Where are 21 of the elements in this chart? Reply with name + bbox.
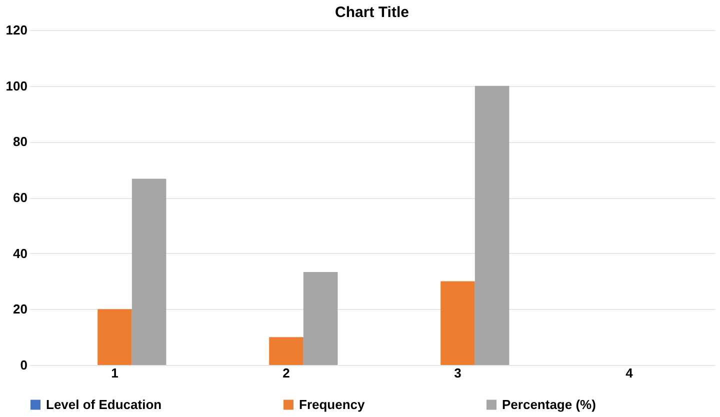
x-tick-label: 4 <box>626 366 634 380</box>
y-tick-label: 60 <box>13 190 28 205</box>
x-tick-label: 2 <box>282 366 290 380</box>
legend-label: Percentage (%) <box>502 396 596 412</box>
bar <box>474 86 510 365</box>
chart-title: Chart Title <box>335 4 409 21</box>
bar <box>440 281 475 365</box>
y-tick-label: 20 <box>13 302 28 317</box>
bar <box>132 178 166 365</box>
y-tick-label: 40 <box>13 246 28 261</box>
y-tick-label: 0 <box>20 358 28 372</box>
bar <box>303 272 338 365</box>
bar <box>269 337 304 365</box>
y-tick-label: 80 <box>13 134 28 150</box>
legend-label: Level of Education <box>46 396 162 412</box>
y-tick-label: 120 <box>6 22 28 38</box>
y-tick-label: 100 <box>6 78 28 94</box>
bar <box>98 309 132 365</box>
legend-label: Frequency <box>299 396 366 412</box>
x-tick-label: 1 <box>111 366 118 380</box>
x-tick-label: 3 <box>454 366 462 380</box>
